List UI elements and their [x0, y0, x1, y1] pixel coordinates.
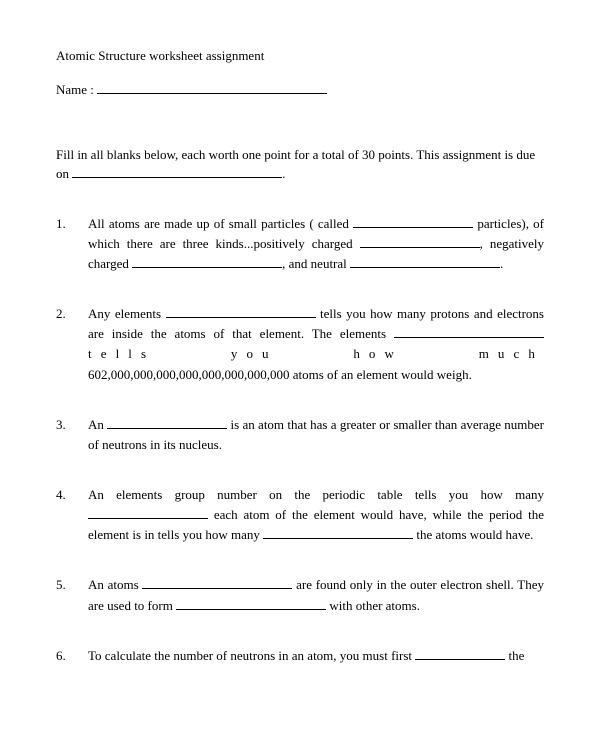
- question-text: Any elements tells you how many protons …: [88, 304, 544, 385]
- instructions-line1: Fill in all blanks below, each worth one…: [56, 147, 439, 162]
- question-3: 3. An is an atom that has a greater or s…: [56, 415, 544, 455]
- q4-seg3: the atoms would have.: [413, 527, 533, 542]
- due-date-blank[interactable]: [72, 166, 282, 178]
- question-4: 4. An elements group number on the perio…: [56, 485, 544, 545]
- questions-list: 1. All atoms are made up of small partic…: [56, 214, 544, 666]
- q5-seg3: with other atoms.: [326, 598, 420, 613]
- q2-blank1[interactable]: [166, 306, 316, 318]
- q1-seg4: , and neutral: [282, 256, 350, 271]
- instructions: Fill in all blanks below, each worth one…: [56, 146, 544, 184]
- question-number: 6.: [56, 646, 88, 666]
- q6-seg1: To calculate the number of neutrons in a…: [88, 648, 415, 663]
- question-number: 5.: [56, 575, 88, 615]
- question-number: 4.: [56, 485, 88, 545]
- question-text: An is an atom that has a greater or smal…: [88, 415, 544, 455]
- q5-blank1[interactable]: [142, 577, 292, 589]
- q1-blank3[interactable]: [132, 256, 282, 268]
- question-1: 1. All atoms are made up of small partic…: [56, 214, 544, 274]
- question-5: 5. An atoms are found only in the outer …: [56, 575, 544, 615]
- question-text: An elements group number on the periodic…: [88, 485, 544, 545]
- q2-seg4: 602,000,000,000,000,000,000,000,000 atom…: [88, 367, 472, 382]
- q2-seg1: Any elements: [88, 306, 166, 321]
- question-text: All atoms are made up of small particles…: [88, 214, 544, 274]
- q1-blank4[interactable]: [350, 256, 500, 268]
- q3-blank1[interactable]: [107, 416, 227, 428]
- question-number: 3.: [56, 415, 88, 455]
- question-number: 2.: [56, 304, 88, 385]
- q2-seg3: tells you how much: [88, 346, 544, 361]
- question-number: 1.: [56, 214, 88, 274]
- q1-blank1[interactable]: [353, 215, 473, 227]
- q5-blank2[interactable]: [176, 597, 326, 609]
- instructions-line2-suffix: .: [282, 166, 285, 181]
- q1-seg5: .: [500, 256, 503, 271]
- q1-seg1: All atoms are made up of small particles…: [88, 216, 353, 231]
- q6-seg2: the: [505, 648, 524, 663]
- question-2: 2. Any elements tells you how many proto…: [56, 304, 544, 385]
- name-line: Name :: [56, 82, 544, 98]
- worksheet-title: Atomic Structure worksheet assignment: [56, 48, 544, 64]
- question-6: 6. To calculate the number of neutrons i…: [56, 646, 544, 666]
- q4-blank2[interactable]: [263, 527, 413, 539]
- name-blank[interactable]: [97, 82, 327, 94]
- q3-seg1: An: [88, 417, 107, 432]
- name-label: Name :: [56, 82, 94, 97]
- q4-seg1: An elements group number on the periodic…: [88, 487, 544, 502]
- question-text: To calculate the number of neutrons in a…: [88, 646, 544, 666]
- question-text: An atoms are found only in the outer ele…: [88, 575, 544, 615]
- q1-blank2[interactable]: [360, 235, 480, 247]
- q4-blank1[interactable]: [88, 507, 208, 519]
- q5-seg1: An atoms: [88, 577, 142, 592]
- q6-blank1[interactable]: [415, 647, 505, 659]
- q2-blank2[interactable]: [394, 326, 544, 338]
